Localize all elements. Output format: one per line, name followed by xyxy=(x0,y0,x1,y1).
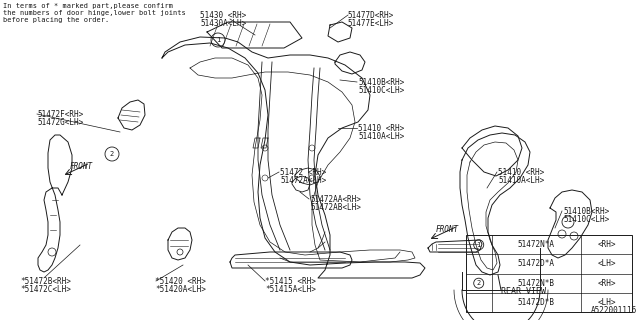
Text: *51472C<LH>: *51472C<LH> xyxy=(20,285,71,294)
Text: FRONT: FRONT xyxy=(436,225,459,234)
Text: 51410C<LH>: 51410C<LH> xyxy=(358,86,404,95)
Text: FRONT: FRONT xyxy=(70,162,93,171)
Text: 51472D*A: 51472D*A xyxy=(518,260,555,268)
Text: 51472N*B: 51472N*B xyxy=(518,279,555,288)
Text: In terms of * marked part,please confirm
the numbers of door hinge,lower bolt jo: In terms of * marked part,please confirm… xyxy=(3,3,186,23)
Text: <RH>: <RH> xyxy=(598,240,616,249)
Text: *51420 <RH>: *51420 <RH> xyxy=(155,277,206,286)
Text: 2: 2 xyxy=(110,151,114,157)
Text: 51410A<LH>: 51410A<LH> xyxy=(358,132,404,141)
Bar xyxy=(466,235,632,312)
Text: 1: 1 xyxy=(216,37,220,43)
Text: <LH>: <LH> xyxy=(598,298,616,307)
Text: 1: 1 xyxy=(477,242,481,248)
Text: *51472B<RH>: *51472B<RH> xyxy=(20,277,71,286)
Text: *51415A<LH>: *51415A<LH> xyxy=(265,285,316,294)
Text: REAR VIEW: REAR VIEW xyxy=(501,287,546,296)
Text: *51415 <RH>: *51415 <RH> xyxy=(265,277,316,286)
Text: 51430 <RH>: 51430 <RH> xyxy=(200,11,246,20)
Text: 51472 <RH>: 51472 <RH> xyxy=(280,168,326,177)
Text: 51410C<LH>: 51410C<LH> xyxy=(563,215,609,224)
Text: 51410A<LH>: 51410A<LH> xyxy=(498,176,544,185)
Text: 51472G<LH>: 51472G<LH> xyxy=(37,118,83,127)
Text: <LH>: <LH> xyxy=(598,260,616,268)
Text: 51410B<RH>: 51410B<RH> xyxy=(358,78,404,87)
Text: 51472AA<RH>: 51472AA<RH> xyxy=(310,195,361,204)
Text: *51420A<LH>: *51420A<LH> xyxy=(155,285,206,294)
Text: 51410 <RH>: 51410 <RH> xyxy=(358,124,404,133)
Text: 51472F<RH>: 51472F<RH> xyxy=(37,110,83,119)
Text: A522001116: A522001116 xyxy=(591,306,637,315)
Text: 51410 <RH>: 51410 <RH> xyxy=(498,168,544,177)
Text: 51430A<LH>: 51430A<LH> xyxy=(200,19,246,28)
Text: 2: 2 xyxy=(477,280,481,286)
Text: 51410B<RH>: 51410B<RH> xyxy=(563,207,609,216)
Text: 51477D<RH>: 51477D<RH> xyxy=(347,11,393,20)
Text: 51477E<LH>: 51477E<LH> xyxy=(347,19,393,28)
Text: 51472D*B: 51472D*B xyxy=(518,298,555,307)
Text: 51472A<LH>: 51472A<LH> xyxy=(280,176,326,185)
Text: 51472AB<LH>: 51472AB<LH> xyxy=(310,203,361,212)
Text: 51472N*A: 51472N*A xyxy=(518,240,555,249)
Text: <RH>: <RH> xyxy=(598,279,616,288)
